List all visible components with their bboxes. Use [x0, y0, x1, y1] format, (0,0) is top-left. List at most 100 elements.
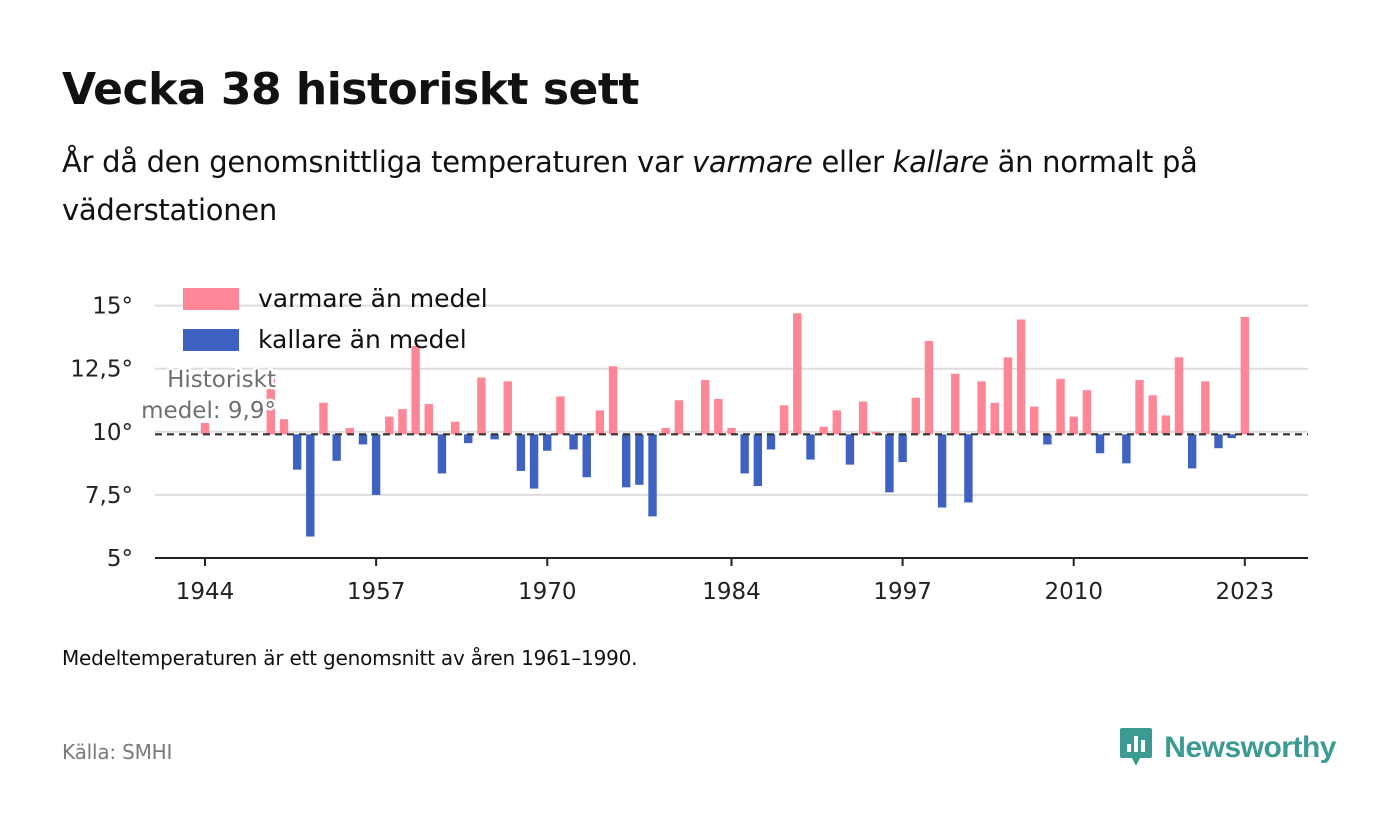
bar-warm-1953	[319, 402, 328, 435]
bar-warm-2006	[1016, 319, 1026, 435]
bar-warm-2009	[1056, 378, 1065, 435]
y-tick-label: 15°	[92, 294, 133, 320]
bar-cold-1977	[635, 434, 644, 485]
bar-warm-1971	[556, 396, 565, 435]
bar-warm-2007	[1030, 406, 1039, 435]
bar-warm-1949	[266, 373, 276, 435]
legend-swatch-warm	[183, 288, 239, 310]
bar-cold-1956	[358, 434, 368, 445]
bar-warm-1991	[819, 426, 828, 435]
bar-warm-2003	[977, 381, 986, 435]
subtitle-warm-word: varmare	[692, 145, 813, 179]
bar-warm-1961	[424, 404, 433, 435]
bar-warm-2005	[1003, 357, 1013, 435]
footnote: Medeltemperaturen är ett genomsnitt av å…	[62, 646, 638, 670]
bar-cold-1970	[543, 434, 552, 451]
subtitle-part-2: eller	[812, 145, 893, 179]
bar-cold-2012	[1095, 434, 1105, 454]
bar-warm-1988	[779, 405, 789, 435]
axes: 5° 7,5° 10° 12,5° 15° 1944 1957 1970 1984 1997 201…	[70, 294, 1308, 605]
bar-warm-1959	[398, 409, 407, 435]
bar-warm-1974	[595, 410, 605, 435]
bar-cold-1957	[371, 434, 381, 495]
bar-cold-1976	[622, 434, 631, 488]
bar-cold-1993	[845, 434, 855, 465]
bar-warm-2023	[1240, 316, 1250, 435]
bar-cold-1996	[885, 434, 894, 493]
bar-cold-1997	[898, 434, 907, 463]
brand-logo: Newsworthy	[1118, 726, 1336, 770]
legend: varmare än medel kallare än medel	[183, 284, 488, 354]
bar-warm-1967	[503, 381, 512, 435]
bar-cold-1954	[332, 434, 341, 461]
bar-cold-2002	[964, 434, 973, 503]
bar-warm-2016	[1148, 395, 1157, 435]
bar-warm-1958	[385, 416, 394, 435]
bar-warm-2010	[1069, 416, 1078, 435]
legend-label-warm: varmare än medel	[258, 284, 488, 313]
bar-warm-2020	[1201, 381, 1210, 435]
chart-title: Vecka 38 historiskt sett	[62, 64, 639, 115]
bar-warm-1995	[872, 431, 881, 435]
bar-warm-1983	[714, 399, 723, 435]
bar-warm-1979	[661, 428, 670, 435]
x-tick-label: 1970	[518, 579, 577, 605]
bar-warm-1992	[832, 410, 841, 435]
source-credit: Källa: SMHI	[62, 740, 173, 764]
bar-warm-2017	[1161, 415, 1171, 435]
x-tick-label: 1984	[702, 579, 761, 605]
bar-cold-2000	[937, 434, 947, 508]
bar-cold-1968	[516, 434, 526, 471]
bar-cold-1969	[529, 434, 539, 489]
bar-cold-1986	[753, 434, 763, 487]
bar-warm-2015	[1135, 380, 1144, 435]
y-tick-label: 10°	[92, 420, 133, 446]
bar-cold-1978	[648, 434, 657, 517]
bar-cold-1962	[437, 434, 447, 474]
y-tick-label: 12,5°	[70, 357, 133, 383]
bar-cold-1985	[740, 434, 749, 474]
bar-warm-1960	[411, 346, 420, 435]
bar-warm-1982	[700, 380, 710, 435]
legend-swatch-cold	[183, 329, 239, 351]
bar-warm-1944	[200, 422, 210, 435]
bar-cold-1952	[306, 434, 315, 537]
bar-cold-2008	[1043, 434, 1052, 445]
baseline-label: medel: 9,9°	[141, 398, 276, 424]
bar-cold-1964	[464, 434, 473, 444]
bar-warm-2011	[1082, 390, 1092, 435]
bar-warm-1994	[858, 401, 868, 435]
y-tick-label: 5°	[107, 546, 133, 572]
bar-warm-1950	[279, 419, 289, 435]
chart-subtitle: År då den genomsnittliga temperaturen va…	[62, 138, 1302, 234]
bar-cold-1951	[292, 434, 302, 470]
bar-warm-1963	[450, 421, 460, 435]
x-tick-label: 2023	[1216, 579, 1275, 605]
y-tick-label: 7,5°	[85, 483, 133, 509]
bar-warm-1975	[608, 366, 618, 435]
bar-cold-1972	[569, 434, 578, 450]
x-tick-label: 2010	[1044, 579, 1103, 605]
bar-warm-1984	[727, 428, 736, 435]
bar-cold-2021	[1214, 434, 1223, 449]
subtitle-cold-word: kallare	[892, 145, 989, 179]
bar-warm-2001	[951, 373, 960, 435]
subtitle-part-3: än normalt på väderstationen	[62, 145, 1198, 227]
newsworthy-logo-icon	[1120, 728, 1153, 766]
x-tick-label: 1997	[873, 579, 932, 605]
bar-warm-1955	[345, 428, 354, 435]
bar-cold-2022	[1227, 434, 1236, 439]
bar-cold-1966	[490, 434, 499, 440]
bar-warm-2004	[990, 402, 999, 435]
brand-name: Newsworthy	[1164, 731, 1336, 764]
bar-cold-1973	[582, 434, 591, 478]
legend-label-cold: kallare än medel	[258, 325, 467, 354]
x-tick-label: 1957	[347, 579, 406, 605]
bar-warm-1999	[924, 340, 934, 435]
bar-warm-1965	[477, 377, 486, 435]
x-tick-label: 1944	[176, 579, 235, 605]
bars	[200, 313, 1250, 537]
subtitle-part-1: År då den genomsnittliga temperaturen va…	[62, 145, 693, 179]
bar-cold-2014	[1122, 434, 1131, 464]
bar-warm-2018	[1174, 357, 1184, 435]
